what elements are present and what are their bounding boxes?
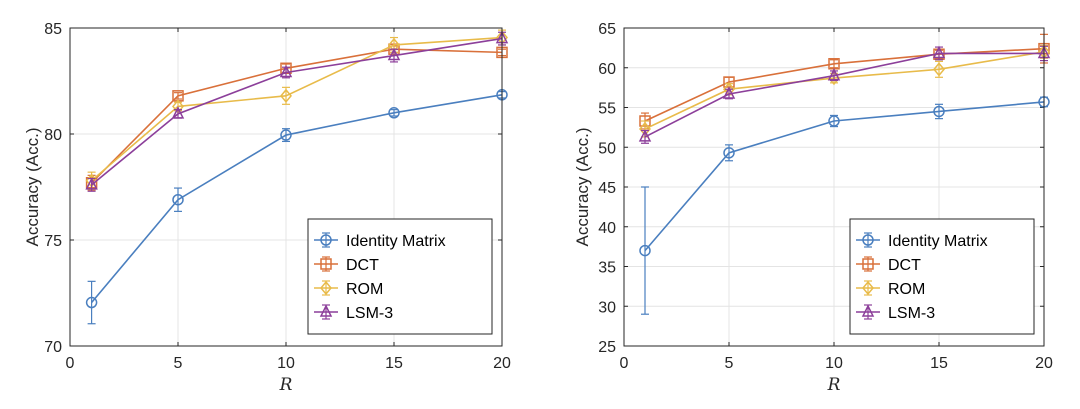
data-point [933,105,945,118]
legend-swatch-marker [862,258,874,270]
y-axis-label: Accuracy (Acc.) [23,127,42,246]
series-lsm-3 [85,30,509,192]
x-tick-label: 5 [174,355,183,372]
legend-entry-label: Identity Matrix [888,233,988,250]
data-point [723,147,735,159]
legend-box [849,218,1035,335]
y-axis-label: Accuracy (Acc.) [573,127,592,246]
data-point [280,88,292,104]
y-tick-label: 80 [44,127,62,144]
axes-box [623,27,1045,347]
chart-panel-2: 0 5 10 15 20 25 30 35 40 45 50 55 60 65 R Accuracy (Acc… [573,21,1053,395]
y-tick-label: 70 [44,339,62,356]
x-axis-label: R [827,375,841,395]
data-point [639,244,651,257]
data-point [828,115,840,127]
y-tick-label: 60 [598,61,616,78]
legend-swatch-marker [320,258,332,270]
data-point [388,107,400,119]
series-identity-matrix [639,96,1050,315]
legend-swatch-marker [319,304,333,317]
x-tick-label: 10 [277,355,295,372]
legend-entry-label: DCT [888,257,921,274]
x-tick-label: 5 [725,355,734,372]
y-tick-label: 65 [598,21,616,38]
legend-swatch-marker [320,234,332,246]
x-axis-label: R [279,375,293,395]
data-point [932,45,946,59]
legend-swatch-marker [320,280,332,296]
data-point [280,129,292,141]
legend: Identity Matrix DCT ROM LSM-3 [307,218,493,335]
data-point [171,106,185,119]
series-identity-matrix [85,89,508,325]
x-tick-label: 15 [385,355,403,372]
y-tick-label: 45 [598,180,616,197]
data-point [172,193,184,206]
data-point [827,68,841,81]
y-tick-label: 35 [598,260,616,277]
y-tick-label: 55 [598,101,616,118]
data-point [638,129,652,142]
legend-entry-label: DCT [346,257,379,274]
legend-swatch-marker [861,304,875,317]
data-point [85,177,98,190]
legend-entry-label: LSM-3 [346,305,393,322]
legend-box [307,218,493,335]
axes-box [69,27,503,347]
legend-entry-label: Identity Matrix [346,233,446,250]
legend-entry-label: LSM-3 [888,305,935,322]
chart-panel-1: 0 5 10 15 20 70 75 80 85 R Accuracy (Acc.) Identity… [23,21,511,395]
x-tick-label: 20 [1035,355,1053,372]
x-tick-label: 15 [930,355,948,372]
y-tick-label: 30 [598,299,616,316]
legend-entry-label: ROM [888,281,925,298]
data-point [85,296,98,309]
data-point [279,64,293,78]
y-tick-label: 85 [44,21,62,38]
y-tick-label: 40 [598,220,616,237]
legend-swatch-marker [862,234,874,246]
legend-entry-label: ROM [346,281,383,298]
data-point [387,47,401,61]
legend-swatch-marker [862,280,874,296]
y-tick-label: 75 [44,233,62,250]
x-tick-label: 0 [66,355,75,372]
x-tick-label: 20 [493,355,511,372]
y-tick-label: 25 [598,339,616,356]
data-point [722,86,736,99]
x-tick-label: 0 [620,355,629,372]
data-point [933,62,945,77]
y-tick-label: 50 [598,140,616,157]
x-tick-label: 10 [825,355,843,372]
legend: Identity Matrix DCT ROM LSM-3 [849,218,1035,335]
